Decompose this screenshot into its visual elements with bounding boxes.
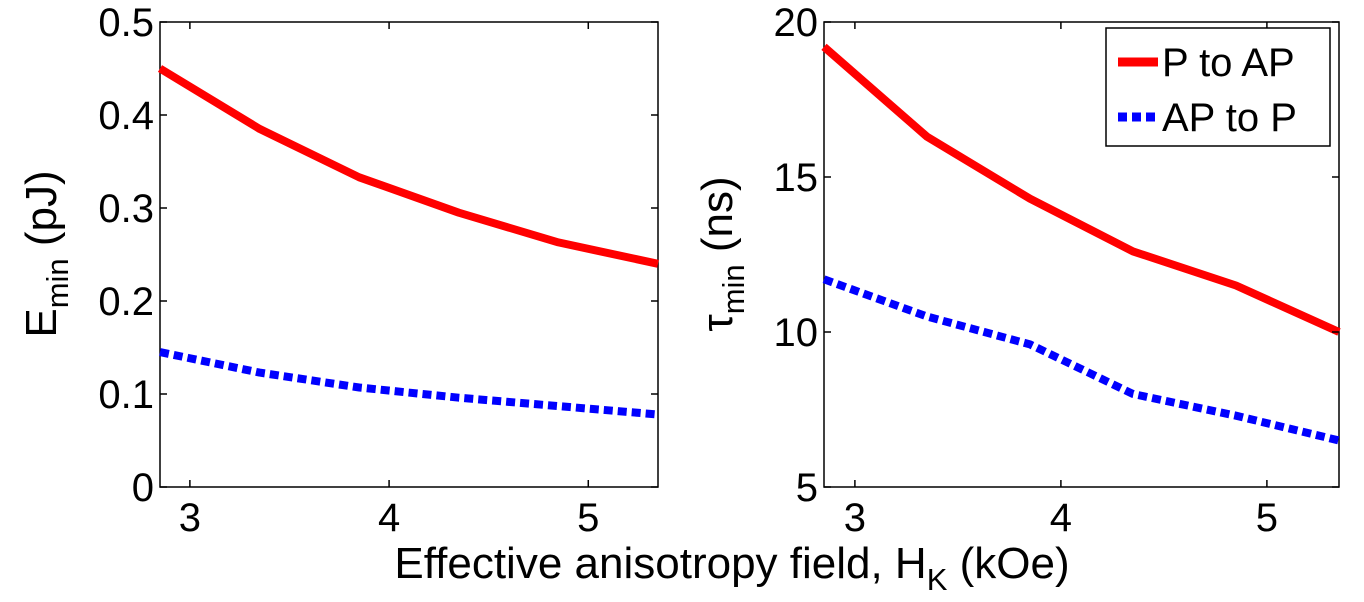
right-series-ap-to-p (822, 275, 1340, 445)
left-ylabel: Emin (pJ) (17, 170, 75, 337)
right-panel: 3 4 5 5 10 15 20 τmin (ns) P to AP AP to P (693, 1, 1341, 540)
left-ytick-label: 0.1 (98, 373, 154, 417)
left-xtick-label: 3 (179, 496, 201, 540)
legend-label-p-to-ap: P to AP (1162, 41, 1295, 85)
right-ytick-label: 20 (774, 1, 819, 45)
right-series-p-to-ap (821, 43, 1341, 336)
right-series-layer (821, 43, 1341, 445)
right-ytick-label: 15 (774, 156, 819, 200)
left-xtick-label: 5 (577, 496, 599, 540)
left-panel: 3 4 5 0 0.1 0.2 0.3 0.4 0.5 Emin (pJ) (17, 1, 659, 540)
left-ytick-label: 0.2 (98, 280, 154, 324)
left-series-layer (157, 65, 659, 419)
legend-box (1105, 27, 1331, 147)
left-ytick-label: 0.3 (98, 187, 154, 231)
left-ytick-label: 0 (132, 466, 154, 510)
right-ytick-label: 5 (796, 466, 818, 510)
left-ytick-label: 0.4 (98, 94, 154, 138)
right-xtick-label: 4 (1050, 496, 1072, 540)
left-series-p-to-ap (157, 65, 659, 268)
right-xtick-label: 5 (1256, 496, 1278, 540)
right-tick-layer: 3 4 5 5 10 15 20 (774, 1, 1339, 540)
left-series-ap-to-p (159, 348, 659, 419)
left-xtick-label: 4 (378, 496, 400, 540)
left-tick-layer: 3 4 5 0 0.1 0.2 0.3 0.4 0.5 (98, 1, 658, 540)
x-axis-title: Effective anisotropy field, HK (kOe) (394, 539, 1069, 597)
right-ylabel: τmin (ns) (693, 176, 751, 331)
left-plot-frame (159, 21, 659, 488)
left-ytick-label: 0.5 (98, 1, 154, 45)
right-ytick-label: 10 (774, 311, 819, 355)
legend: P to AP AP to P (1105, 27, 1331, 147)
legend-label-ap-to-p: AP to P (1162, 96, 1297, 140)
right-xtick-label: 3 (844, 496, 866, 540)
